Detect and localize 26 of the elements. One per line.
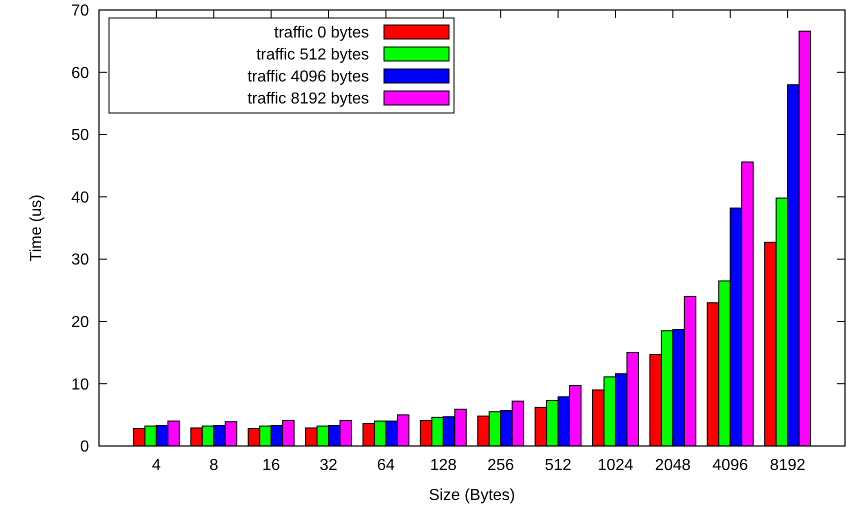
- legend-label: traffic 0 bytes: [274, 24, 369, 42]
- y-axis-title: Time (us): [28, 194, 45, 262]
- legend-label: traffic 512 bytes: [256, 46, 369, 64]
- y-tick-label: 10: [71, 376, 90, 394]
- x-tick-label: 8: [209, 457, 218, 474]
- x-tick-label: 256: [487, 457, 514, 474]
- legend-label: traffic 8192 bytes: [247, 90, 369, 108]
- y-tick-label: 30: [71, 252, 90, 269]
- x-tick-label: 8192: [770, 457, 806, 474]
- x-tick-label: 2048: [655, 457, 691, 474]
- y-tick-label: 40: [71, 189, 90, 206]
- y-tick-label: 50: [71, 127, 90, 144]
- x-tick-label: 64: [377, 457, 395, 474]
- x-tick-label: 128: [430, 457, 457, 474]
- x-tick-label: 4: [152, 457, 161, 474]
- x-tick-label: 1024: [598, 457, 634, 474]
- x-tick-label: 16: [262, 457, 280, 474]
- x-tick-label: 32: [320, 457, 338, 474]
- x-tick-label: 512: [544, 457, 572, 474]
- x-tick-label: 4096: [712, 457, 748, 474]
- y-tick-label: 20: [71, 314, 90, 332]
- y-tick-label: 70: [71, 2, 90, 20]
- y-tick-label: 0: [80, 438, 90, 456]
- x-axis-title: Size (Bytes): [428, 487, 516, 504]
- legend-label: traffic 4096 bytes: [247, 68, 369, 86]
- y-tick-label: 60: [71, 64, 90, 82]
